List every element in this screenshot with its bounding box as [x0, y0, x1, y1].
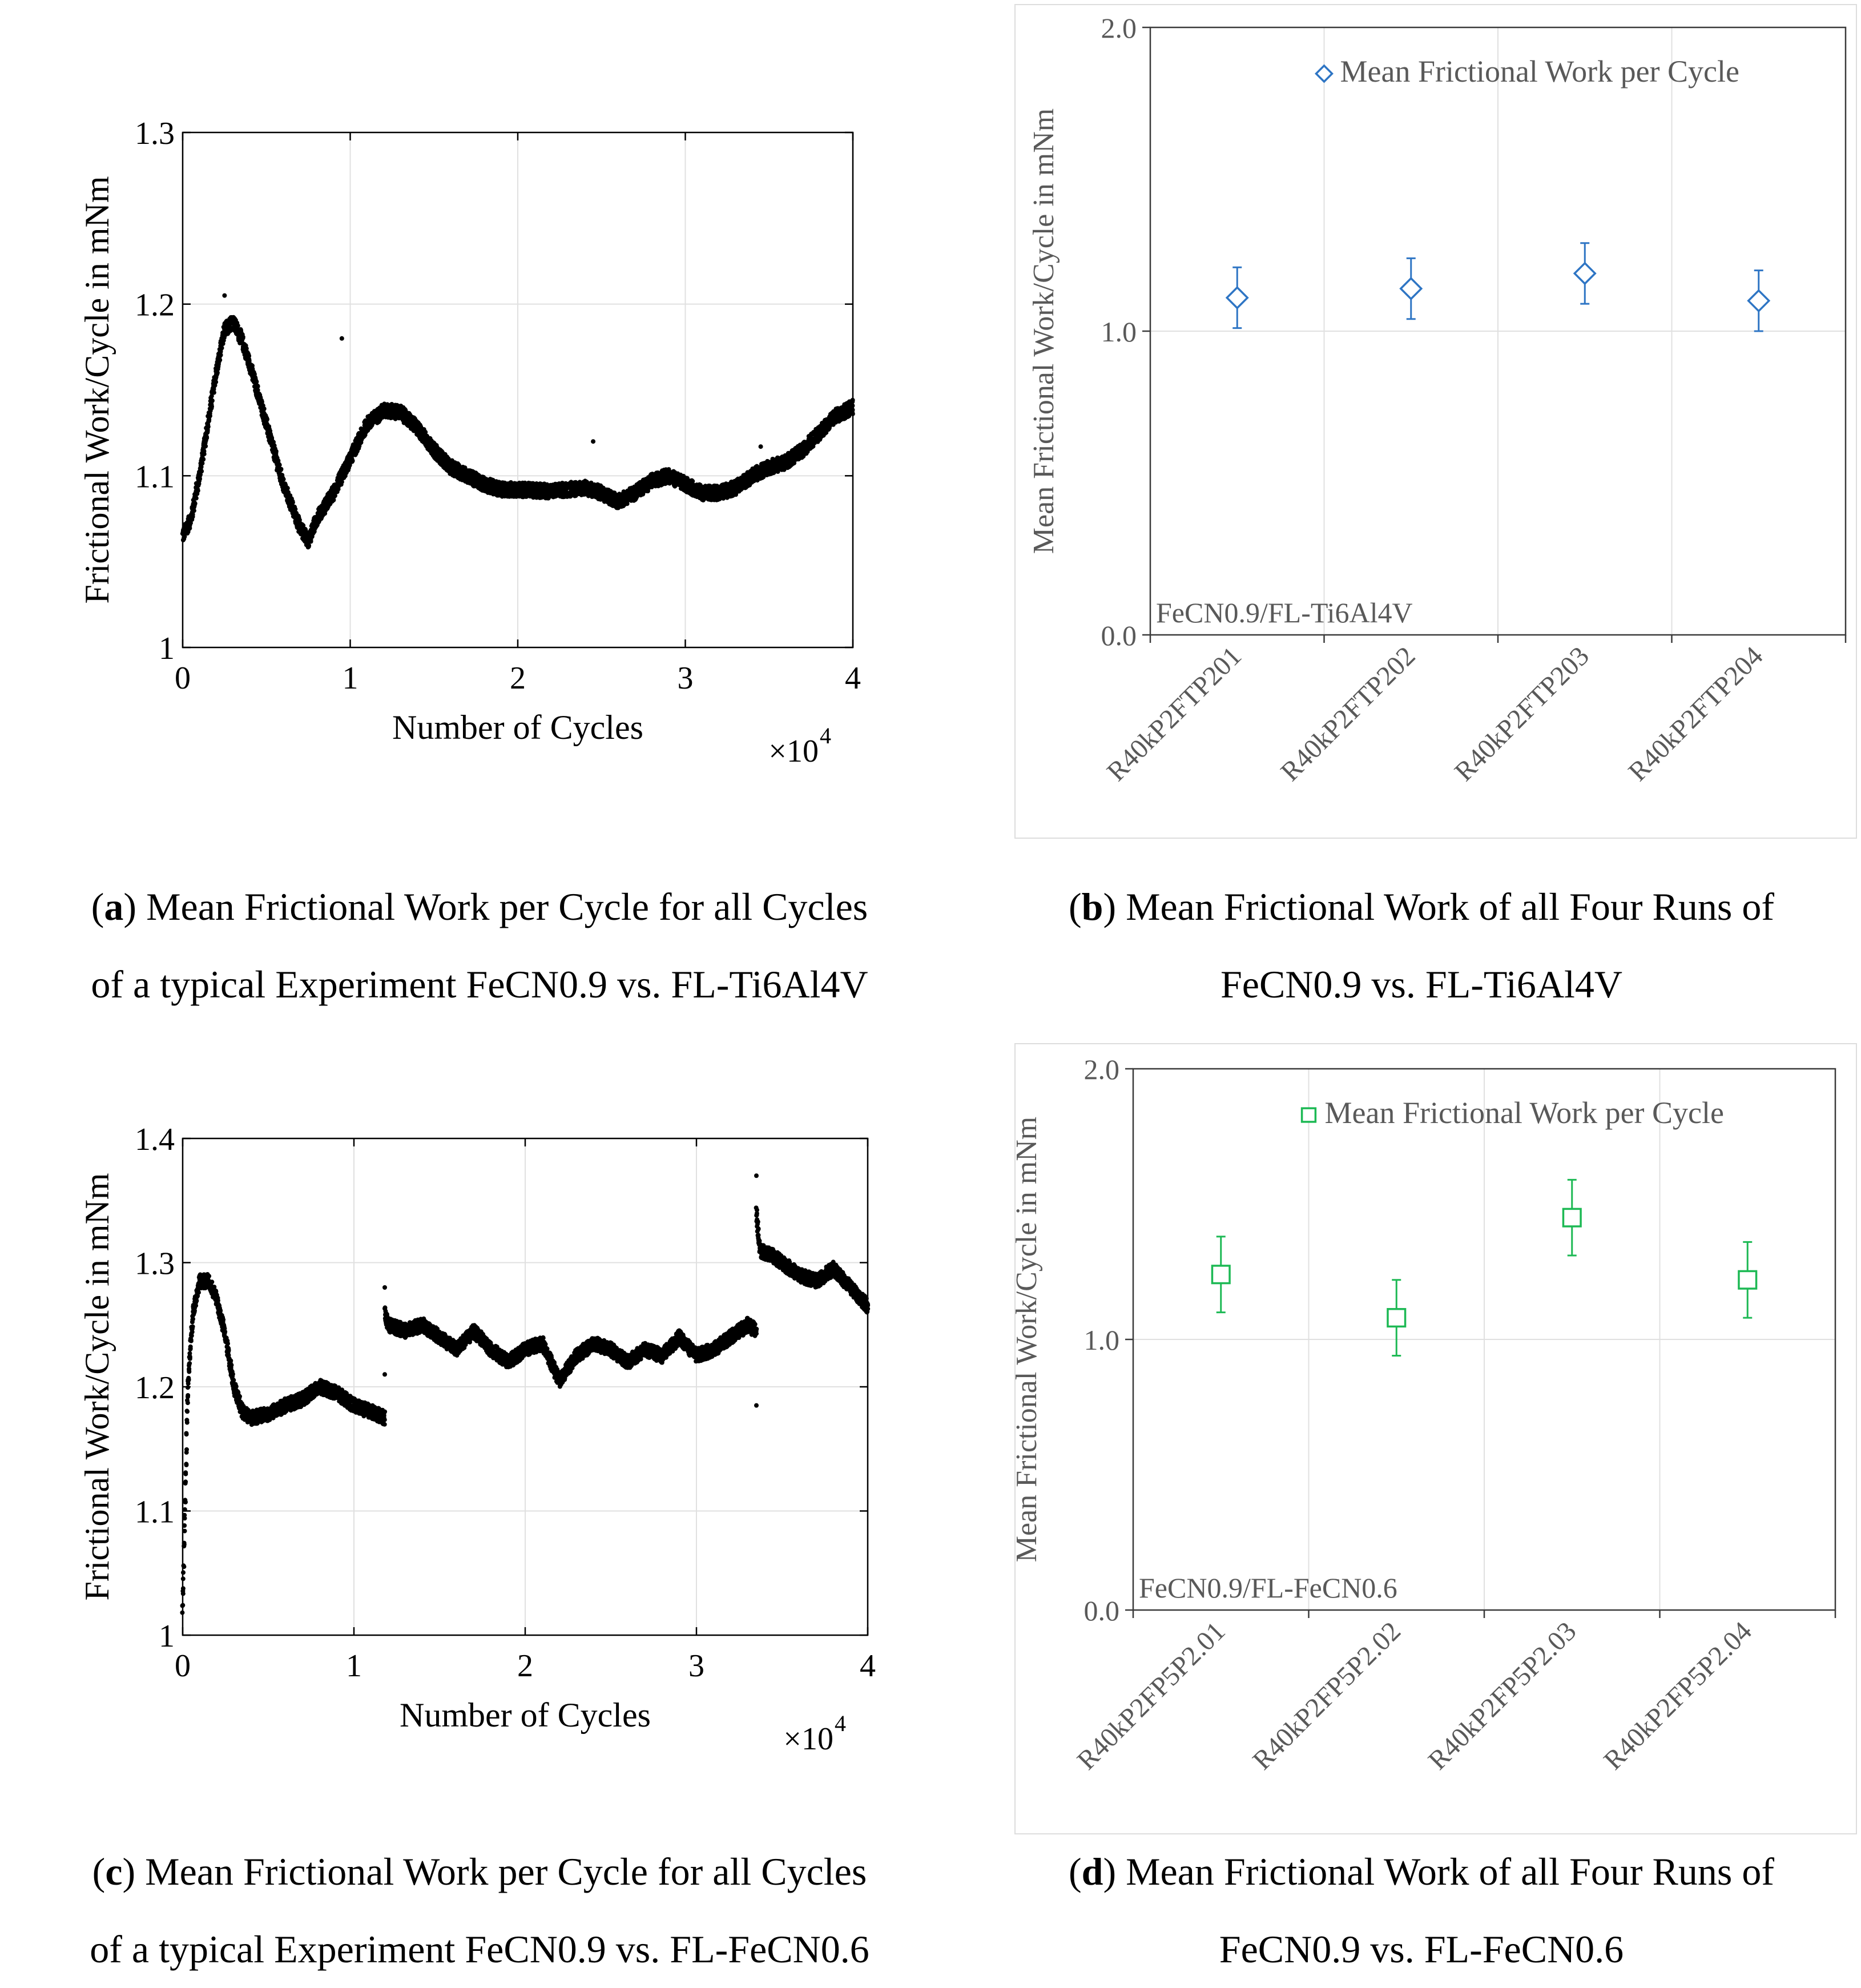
data-point: [210, 399, 215, 403]
data-point: [277, 462, 282, 467]
data-point: [274, 449, 279, 454]
data-point: [236, 323, 240, 328]
data-point: [204, 434, 209, 439]
data-point: [220, 346, 224, 351]
data-point: [217, 358, 222, 363]
data-point: [254, 380, 259, 384]
data-point: [193, 501, 198, 506]
data-point: [214, 380, 218, 384]
data-point: [241, 336, 245, 340]
data-point: [285, 486, 290, 490]
data-point: [199, 469, 204, 473]
data-point: [187, 526, 192, 530]
data-point: [351, 458, 355, 463]
data-point: [206, 424, 211, 429]
data-point: [336, 487, 341, 492]
data-point: [215, 371, 220, 376]
data-point: [262, 407, 267, 411]
data-point: [265, 417, 269, 421]
data-point: [196, 488, 200, 493]
data-point: [279, 467, 284, 472]
data-point: [281, 477, 286, 482]
data-point: [276, 458, 280, 463]
data-point: [291, 500, 295, 505]
data-point: [307, 544, 311, 549]
data-point: [194, 496, 199, 501]
data-point: [212, 391, 216, 395]
data-point: [200, 461, 204, 465]
data-point: [309, 539, 313, 544]
data-point: [219, 353, 223, 357]
data-point: [202, 449, 207, 453]
data-point: [201, 457, 206, 462]
data-point: [244, 347, 249, 351]
